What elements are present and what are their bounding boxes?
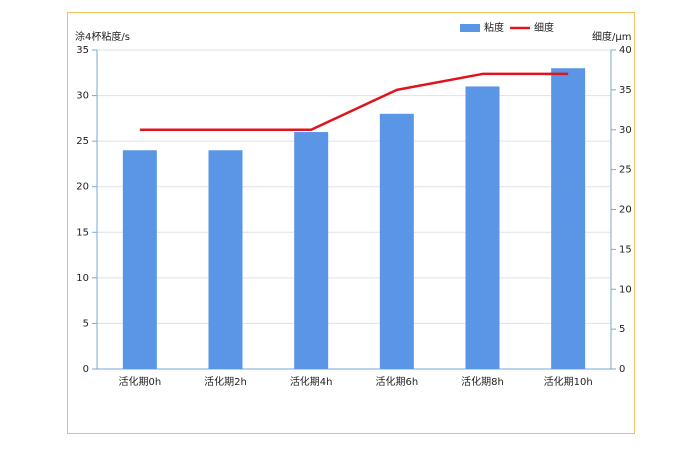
y2-tick-label: 25 [619,165,632,176]
y2-tick-label: 30 [619,125,632,136]
legend-swatch [460,24,480,32]
bar [208,150,243,369]
y-tick-label: 0 [83,364,89,375]
legend-label: 细度 [534,21,554,34]
y-tick-label: 10 [76,273,89,284]
y-axis-title: 涂4杯粘度/s [75,30,130,43]
y2-tick-label: 35 [619,85,632,96]
y2-tick-label: 15 [619,244,632,255]
y2-tick-label: 5 [619,324,625,335]
line [139,72,569,131]
y2-tick-label: 10 [619,284,632,295]
x-tick-label: 活化期6h [375,375,418,388]
y-tick-label: 30 [76,91,89,102]
x-tick-label: 活化期2h [204,375,247,388]
y-tick-label: 25 [76,136,89,147]
x-tick-label: 活化期4h [290,375,333,388]
y2-tick-label: 40 [619,45,632,56]
y-tick-label: 5 [83,318,89,329]
chart-frame [67,12,635,434]
y-tick-label: 20 [76,182,89,193]
y2-tick-label: 0 [619,364,625,375]
y-tick-label: 35 [76,45,89,56]
y2-tick-label: 20 [619,205,632,216]
bar [294,132,329,369]
bar [465,86,500,369]
x-tick-label: 活化期0h [118,375,161,388]
y-tick-label: 15 [76,227,89,238]
bar [379,113,414,369]
bar [551,68,586,369]
bar [122,150,157,369]
legend-label: 粘度 [484,21,504,34]
x-tick-label: 活化期10h [544,375,593,388]
y2-axis-title: 细度/μm [592,30,631,43]
x-tick-label: 活化期8h [461,375,504,388]
